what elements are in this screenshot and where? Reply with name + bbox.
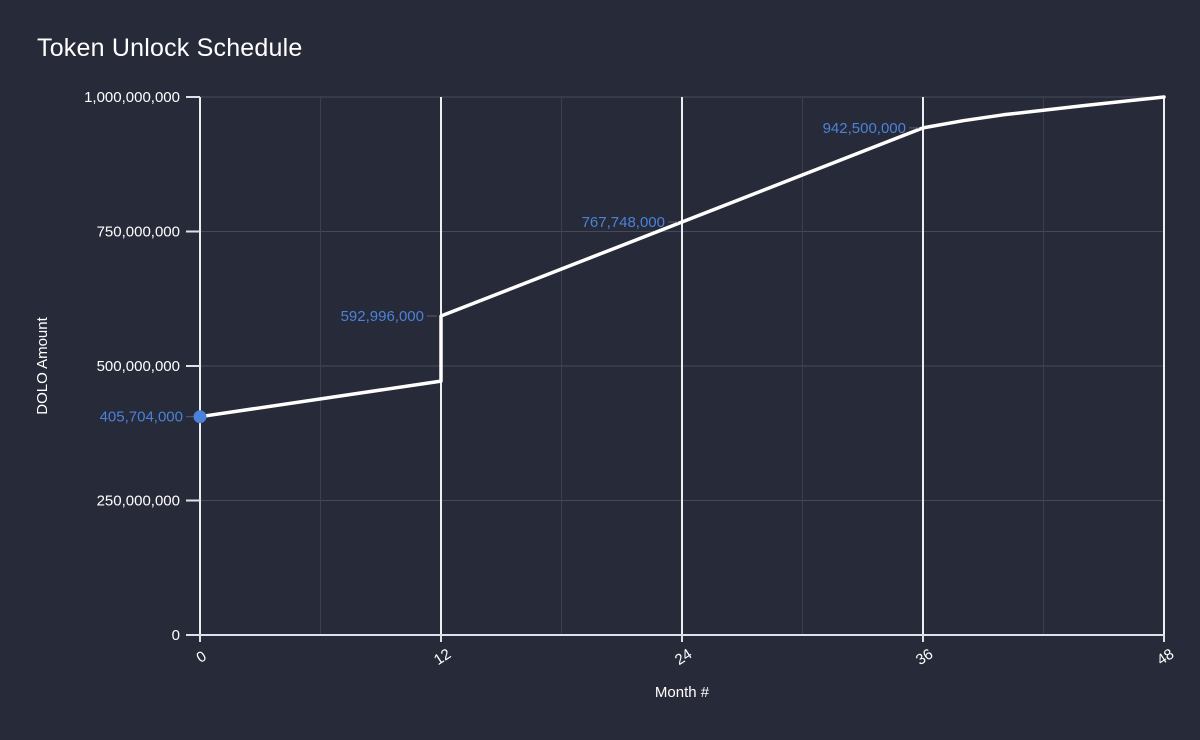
data-point-marker	[193, 410, 207, 424]
y-tick-label: 500,000,000	[97, 358, 180, 375]
y-tick-label: 0	[172, 627, 180, 644]
x-tick-label: 36	[913, 646, 936, 669]
point-label: 942,500,000	[823, 120, 906, 137]
x-tick-label: 24	[672, 646, 695, 669]
point-label: 767,748,000	[582, 214, 665, 231]
point-label: 592,996,000	[341, 308, 424, 325]
y-tick-label: 1,000,000,000	[84, 89, 180, 106]
y-axis-title: DOLO Amount	[34, 316, 51, 414]
y-tick-label: 750,000,000	[97, 224, 180, 241]
chart-title: Token Unlock Schedule	[37, 34, 303, 62]
x-tick-label: 48	[1154, 646, 1177, 669]
x-tick-label: 12	[431, 646, 454, 669]
x-axis-title: Month #	[655, 684, 710, 701]
y-tick-label: 250,000,000	[97, 493, 180, 510]
unlock-series-line	[198, 95, 1166, 419]
x-tick-label: 0	[193, 648, 209, 667]
point-label: 405,704,000	[100, 409, 183, 426]
